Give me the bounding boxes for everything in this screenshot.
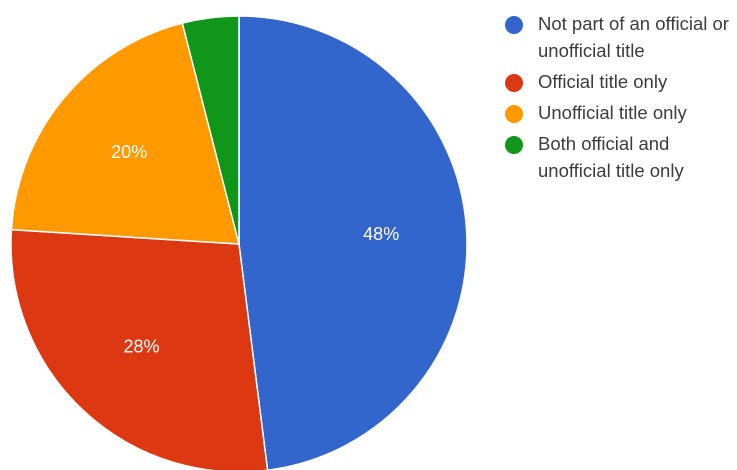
- legend-item-2[interactable]: Official title only: [505, 68, 737, 95]
- legend-item-3[interactable]: Unofficial title only: [505, 99, 737, 126]
- pie-slice-4[interactable]: [181, 15, 240, 245]
- legend-swatch-icon: [505, 74, 523, 92]
- slice-value-label-1: 48%: [363, 224, 399, 244]
- legend-label: Official title only: [538, 71, 668, 92]
- slice-value-label-2: 28%: [123, 337, 159, 357]
- pie-slice-1[interactable]: [238, 15, 468, 470]
- legend-label: Both official and unofficial title only: [538, 133, 684, 181]
- legend-item-4[interactable]: Both official and unofficial title only: [505, 130, 737, 184]
- slice-value-label-3: 20%: [111, 142, 147, 162]
- legend-label: Unofficial title only: [538, 102, 687, 123]
- pie-plot-area: 48% 28% 20%: [10, 15, 468, 470]
- legend-swatch-icon: [505, 16, 523, 34]
- legend-item-1[interactable]: Not part of an official or unofficial ti…: [505, 10, 737, 64]
- legend-label: Not part of an official or unofficial ti…: [538, 13, 729, 61]
- legend-swatch-icon: [505, 136, 523, 154]
- pie-slice-2[interactable]: [10, 228, 269, 470]
- legend: Not part of an official or unofficial ti…: [505, 10, 737, 188]
- pie-slice-3[interactable]: [10, 22, 240, 245]
- legend-swatch-icon: [505, 105, 523, 123]
